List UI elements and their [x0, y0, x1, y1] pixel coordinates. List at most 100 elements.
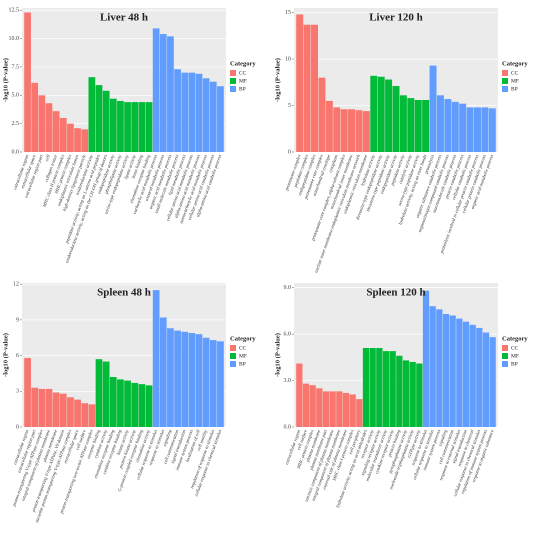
bar — [318, 77, 326, 152]
bar — [444, 99, 452, 152]
bar — [167, 328, 174, 427]
bar — [102, 90, 110, 152]
chart-title: Spleen 48 h — [97, 287, 151, 299]
bar — [181, 72, 189, 152]
bar — [38, 95, 46, 152]
x-tick-label: cytoplasm — [328, 153, 339, 173]
bar — [362, 111, 370, 152]
y-tick-label: 12.5 — [9, 8, 20, 14]
y-tick-label: 12 — [13, 282, 19, 288]
bar — [52, 111, 60, 152]
bar — [24, 357, 31, 427]
y-axis-label: -log10 (P-value) — [274, 333, 281, 377]
bar — [451, 101, 459, 152]
legend-swatch — [230, 361, 236, 367]
bar — [422, 290, 430, 427]
bar — [31, 387, 39, 427]
bar — [429, 65, 437, 152]
bar — [202, 78, 210, 152]
bar — [422, 99, 430, 152]
bar — [429, 306, 436, 427]
bar — [449, 315, 456, 427]
legend-label: BP — [511, 361, 518, 367]
bar — [88, 77, 96, 152]
bar — [152, 290, 160, 427]
bar — [188, 72, 196, 152]
x-tick-label: proteolysis — [423, 154, 435, 176]
bar — [296, 14, 304, 153]
bar — [74, 399, 81, 427]
bar — [476, 327, 483, 427]
y-tick-label: 2.5 — [12, 121, 20, 127]
bar — [131, 382, 139, 427]
bar — [52, 392, 60, 427]
bar — [340, 109, 348, 152]
bar — [436, 309, 443, 427]
bar — [131, 102, 139, 152]
bar — [117, 100, 124, 152]
y-tick-label: 9 — [16, 317, 19, 323]
bar — [370, 75, 378, 152]
bar — [59, 117, 67, 152]
bar — [174, 330, 181, 427]
bar — [31, 82, 39, 152]
bar — [333, 107, 341, 152]
bar — [138, 102, 146, 152]
bar — [167, 36, 174, 152]
bar — [348, 109, 356, 152]
bar — [316, 388, 323, 427]
y-axis-label: -log10 (P-value) — [274, 58, 281, 102]
legend-label: MF — [239, 353, 247, 359]
legend-label: CC — [239, 345, 247, 351]
bar — [414, 99, 422, 152]
bar — [303, 24, 311, 152]
y-tick-label: 0 — [288, 149, 291, 155]
bar — [489, 337, 496, 427]
legend-swatch — [502, 353, 508, 359]
legend-swatch — [230, 70, 236, 76]
legend-label: MF — [511, 78, 519, 84]
bar — [145, 385, 153, 427]
bar — [369, 348, 376, 427]
bar — [145, 102, 153, 152]
bar — [67, 397, 74, 427]
bar — [402, 360, 410, 427]
bar — [342, 392, 350, 427]
legend-swatch — [230, 353, 236, 359]
legend-label: BP — [239, 86, 246, 92]
bar — [302, 383, 310, 427]
x-tick-label: cell surface — [296, 429, 308, 451]
bar — [482, 332, 490, 427]
bar — [124, 102, 131, 152]
legend-label: MF — [511, 353, 519, 359]
bar — [456, 318, 463, 427]
bar — [159, 34, 167, 153]
bar — [462, 321, 470, 427]
legend-title: Category — [230, 60, 256, 67]
bar — [95, 85, 103, 152]
y-tick-label: 10 — [285, 56, 291, 62]
plot-background — [22, 283, 226, 427]
bar — [469, 324, 476, 427]
y-axis-label: -log10 (P-value) — [2, 333, 9, 377]
y-tick-label: 9.0 — [284, 285, 292, 291]
x-tick-label: signaling — [437, 428, 448, 446]
bar — [407, 98, 415, 152]
legend-title: Category — [230, 335, 256, 342]
y-tick-label: 0.0 — [284, 424, 292, 430]
y-tick-label: 6 — [16, 353, 19, 359]
bar — [195, 334, 203, 427]
y-tick-label: 3.0 — [284, 378, 292, 384]
bar — [329, 391, 336, 427]
bar — [74, 128, 81, 152]
bar — [109, 377, 117, 427]
y-axis-label: -log10 (P-value) — [2, 58, 9, 102]
legend-swatch — [502, 345, 508, 351]
y-tick-label: 15 — [285, 10, 291, 16]
bar — [217, 341, 224, 427]
bar — [399, 95, 407, 152]
bar — [356, 399, 363, 427]
bar — [385, 79, 393, 152]
bar — [174, 69, 181, 152]
